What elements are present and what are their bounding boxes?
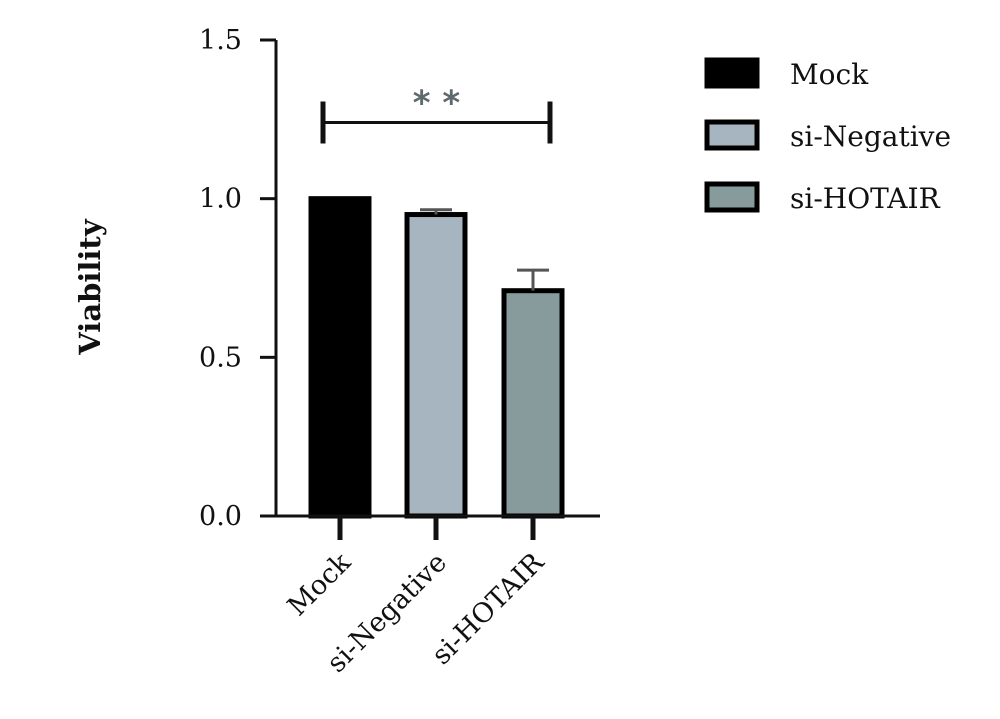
legend-label-si-hotair: si-HOTAIR bbox=[790, 182, 941, 215]
y-tick-label-0: 0.0 bbox=[199, 501, 242, 532]
bar-mock bbox=[308, 196, 372, 519]
y-tick-label-3: 1.5 bbox=[199, 25, 242, 56]
legend-swatch-si-negative bbox=[704, 119, 760, 151]
legend-label-mock: Mock bbox=[790, 58, 869, 91]
legend: Mock si-Negative si-HOTAIR bbox=[704, 57, 951, 215]
legend-label-si-negative: si-Negative bbox=[790, 120, 951, 153]
bar-si-hotair bbox=[501, 288, 565, 519]
y-ticks: 0.0 0.5 1.0 1.5 bbox=[199, 25, 276, 532]
significance-label: * * bbox=[413, 84, 461, 124]
bar-si-negative bbox=[404, 212, 468, 519]
y-tick-label-1: 0.5 bbox=[199, 342, 242, 373]
x-tick-label-mock: Mock bbox=[282, 547, 358, 623]
y-tick-label-2: 1.0 bbox=[199, 184, 242, 215]
y-axis-title: Viability bbox=[73, 218, 107, 356]
legend-swatch-mock bbox=[704, 57, 760, 89]
error-bars bbox=[420, 208, 549, 291]
bars bbox=[308, 196, 565, 519]
legend-swatch-si-hotair bbox=[704, 181, 760, 213]
significance-bracket: * * bbox=[320, 84, 553, 144]
